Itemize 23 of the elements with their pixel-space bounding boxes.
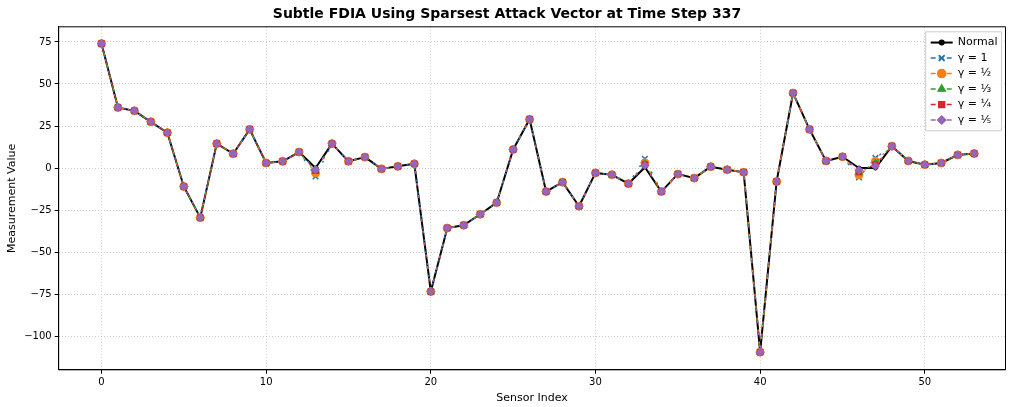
y-tick-label: −25 — [30, 203, 52, 215]
chart-title: Subtle FDIA Using Sparsest Attack Vector at Time Step 337 — [272, 5, 742, 22]
x-axis-title: Sensor Index — [496, 391, 569, 405]
x-tick-label: 20 — [424, 376, 438, 388]
y-tick-label: 75 — [38, 35, 52, 47]
legend-label: Normal — [957, 35, 998, 49]
legend-label: γ = ¼ — [957, 97, 992, 111]
x-tick-label: 50 — [918, 376, 932, 388]
x-tick-label: 0 — [98, 376, 105, 388]
legend-label: γ = ⅕ — [957, 112, 992, 126]
legend-label: γ = 1 — [957, 50, 988, 64]
x-tick-label: 40 — [753, 376, 767, 388]
x-tick-label: 10 — [259, 376, 273, 388]
y-tick-label: −75 — [30, 287, 52, 299]
y-axis-title: Measurement Value — [5, 143, 19, 253]
y-tick-label: −50 — [30, 245, 52, 257]
x-tick-label: 30 — [589, 376, 602, 388]
y-tick-label: −100 — [24, 329, 52, 341]
legend-label: γ = ½ — [957, 66, 992, 80]
legend-label: γ = ⅓ — [957, 81, 992, 95]
y-tick-label: 50 — [38, 77, 52, 89]
y-tick-label: 25 — [38, 119, 52, 131]
y-tick-label: 0 — [45, 161, 52, 173]
